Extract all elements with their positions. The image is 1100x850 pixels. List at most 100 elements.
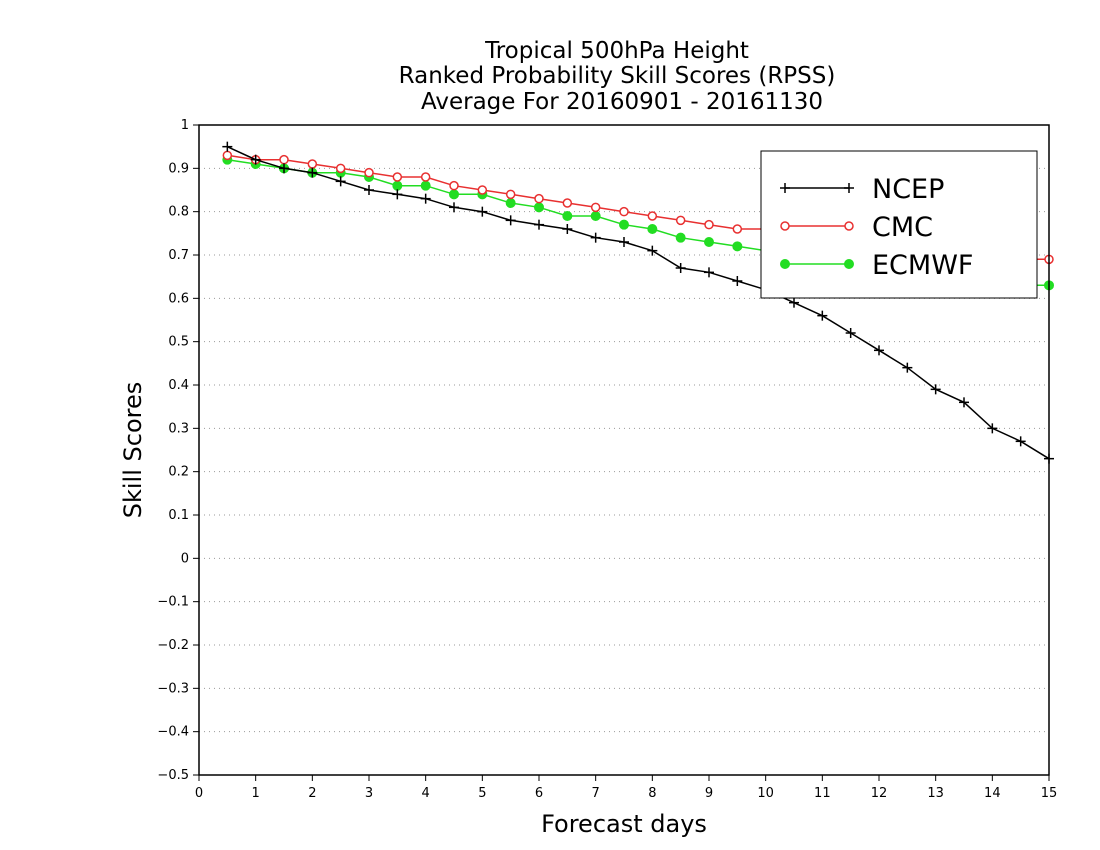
x-tick-label: 1: [252, 786, 260, 801]
chart-title: Tropical 500hPa Height Ranked Probabilit…: [399, 38, 836, 115]
x-axis-ticks: 0 1 2 3 4 5 6 7 8 9 10 11 12 13 14 15: [195, 775, 1057, 801]
data-point-cmc: [590, 202, 601, 213]
data-point-cmc: [420, 172, 431, 182]
data-point-cmc: [279, 154, 289, 165]
y-tick-label: 0: [181, 551, 189, 566]
y-tick-label: 1: [181, 118, 189, 133]
data-point-ncep: [647, 245, 658, 256]
y-tick-label: 0.7: [168, 248, 189, 263]
y-axis-ticks: −0.5 −0.4 −0.3 −0.2 −0.1 0 0.1 0.2 0.3 0.4 0.5 0.6 0…: [157, 118, 199, 783]
data-point-ncep: [420, 193, 431, 204]
data-point-ecmwf: [647, 224, 658, 234]
data-point-cmc: [477, 185, 488, 195]
data-point-ncep: [534, 219, 544, 230]
y-tick-label: 0.6: [168, 291, 189, 306]
y-tick-label: 0.9: [168, 161, 189, 176]
data-point-cmc: [647, 211, 658, 221]
data-point-ecmwf: [534, 202, 544, 213]
data-point-ncep: [732, 276, 743, 286]
data-point-ecmwf: [732, 241, 743, 252]
y-axis-label: Skill Scores: [119, 382, 147, 519]
data-point-ncep: [279, 163, 289, 174]
legend-label: NCEP: [872, 174, 944, 205]
x-tick-label: 0: [195, 786, 203, 801]
legend-box: [760, 150, 1038, 299]
data-point-ecmwf: [619, 219, 629, 230]
data-point-ncep: [619, 237, 629, 247]
data-point-ncep: [449, 202, 459, 213]
data-point-ncep: [959, 397, 969, 408]
x-tick-label: 4: [422, 786, 430, 801]
y-tick-label: 0.2: [168, 465, 189, 480]
x-tick-label: 9: [705, 786, 713, 801]
data-point-ncep: [477, 206, 488, 217]
data-point-cmc: [222, 150, 233, 161]
data-point-ncep: [817, 310, 828, 321]
data-point-cmc: [392, 172, 403, 182]
x-tick-label: 13: [927, 786, 944, 801]
data-point-ncep: [590, 232, 601, 243]
y-tick-label: −0.4: [157, 725, 189, 740]
legend-entry-ncep: NCEP: [780, 174, 944, 205]
data-point-cmc: [732, 224, 743, 234]
legend-marker: [844, 221, 854, 231]
data-point-ecmwf: [392, 180, 403, 191]
data-point-ncep: [505, 215, 516, 226]
x-tick-label: 8: [648, 786, 656, 801]
legend: NCEP CMC ECMWF: [760, 150, 1038, 299]
data-point-ncep: [392, 189, 403, 200]
data-point-ecmwf: [675, 232, 686, 243]
legend-label: ECMWF: [872, 250, 973, 281]
title-line-1: Tropical 500hPa Height: [484, 38, 749, 64]
x-tick-label: 3: [365, 786, 373, 801]
legend-marker: [844, 259, 854, 269]
data-point-ncep: [364, 185, 374, 195]
data-point-ncep: [307, 167, 318, 178]
data-point-cmc: [562, 198, 573, 208]
data-point-ncep: [874, 345, 884, 356]
legend-marker: [780, 259, 790, 269]
y-tick-label: −0.1: [157, 595, 189, 610]
data-point-ecmwf: [590, 211, 601, 221]
data-point-cmc: [534, 193, 544, 204]
data-point-cmc: [307, 159, 318, 169]
data-point-ncep: [250, 154, 261, 165]
data-point-cmc: [449, 180, 459, 191]
data-point-ecmwf: [505, 198, 516, 208]
data-point-ncep: [222, 141, 233, 152]
x-tick-label: 14: [984, 786, 1001, 801]
data-point-ncep: [845, 328, 856, 338]
x-axis-label: Forecast days: [541, 810, 707, 838]
data-point-ncep: [562, 224, 573, 234]
data-point-cmc: [704, 219, 714, 230]
x-tick-label: 5: [478, 786, 486, 801]
title-line-2: Ranked Probability Skill Scores (RPSS): [399, 63, 836, 89]
x-tick-label: 2: [308, 786, 316, 801]
y-tick-label: −0.5: [157, 768, 189, 783]
data-point-ecmwf: [420, 180, 431, 191]
plot-frame: [198, 124, 1050, 776]
data-point-cmc: [619, 206, 629, 217]
data-point-ncep: [335, 176, 346, 187]
y-tick-label: 0.8: [168, 205, 189, 220]
x-tick-label: 12: [871, 786, 888, 801]
legend-entry-ecmwf: ECMWF: [780, 250, 973, 281]
data-point-ncep: [930, 384, 941, 395]
legend-marker: [780, 183, 790, 193]
y-tick-label: 0.3: [168, 421, 189, 436]
data-point-ncep: [902, 362, 913, 373]
series-ncep: [222, 141, 1054, 464]
x-tick-label: 7: [592, 786, 600, 801]
x-tick-label: 10: [757, 786, 774, 801]
data-point-ncep: [987, 423, 998, 434]
data-point-ncep: [675, 263, 686, 273]
data-point-ncep: [1015, 436, 1026, 447]
y-tick-label: 0.4: [168, 378, 189, 393]
data-point-cmc: [505, 189, 516, 200]
y-tick-label: 0.1: [168, 508, 189, 523]
data-point-ncep: [789, 297, 799, 308]
data-point-cmc: [675, 215, 686, 226]
legend-label: CMC: [872, 212, 933, 243]
x-tick-label: 11: [814, 786, 831, 801]
